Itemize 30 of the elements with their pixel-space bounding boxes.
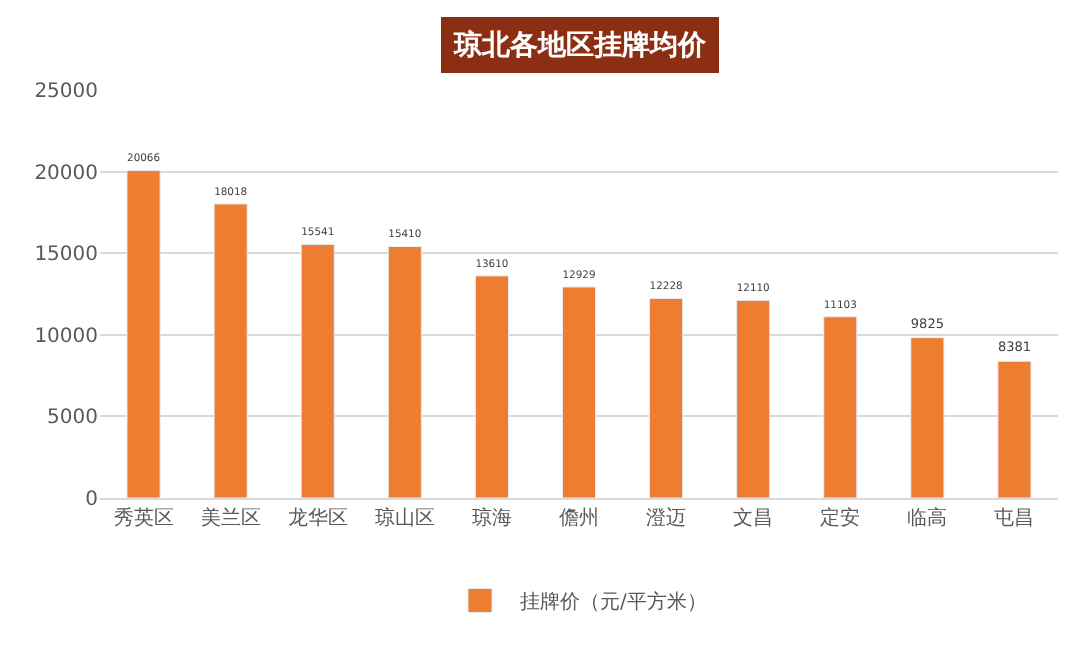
y-tick-label: 20000 (34, 162, 98, 185)
x-tick-label: 琼山区 (374, 506, 435, 530)
bar (474, 275, 509, 498)
chart-title: 琼北各地区挂牌均价 (452, 28, 708, 62)
x-tick-label: 秀英区 (113, 506, 174, 530)
x-tick-label: 澄迈 (646, 506, 687, 530)
bar (997, 360, 1032, 498)
y-tick-label: 25000 (34, 81, 98, 103)
y-tick-label: 0 (85, 489, 98, 511)
bar (649, 297, 684, 498)
x-tick-label: 屯昌 (994, 506, 1035, 530)
x-tick-label: 龙华区 (287, 506, 348, 530)
y-tick-label: 15000 (34, 244, 98, 267)
bar (300, 243, 335, 498)
y-tick-label: 10000 (34, 325, 98, 348)
x-tick-label: 美兰区 (200, 506, 261, 530)
x-tick-label: 定安 (820, 506, 861, 530)
bar (561, 286, 597, 498)
bar (126, 170, 161, 498)
x-tick-label: 琼海 (471, 506, 512, 530)
bar (736, 299, 771, 498)
bar (823, 316, 858, 498)
x-tick-label: 儋州 (559, 506, 599, 530)
bar (910, 337, 945, 498)
y-tick-label: 5000 (47, 407, 98, 430)
bar (387, 246, 422, 498)
legend-label: 挂牌价（元/平方米） (520, 590, 707, 615)
x-tick-label: 文昌 (733, 506, 774, 530)
x-tick-label: 临高 (907, 506, 948, 530)
bar (213, 203, 248, 498)
